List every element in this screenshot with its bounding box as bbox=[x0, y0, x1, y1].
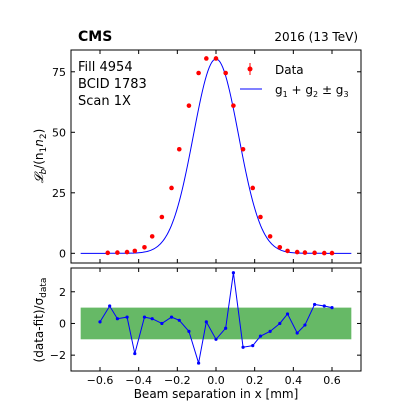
x-tick-label: −0.2 bbox=[164, 374, 191, 387]
residual-point bbox=[204, 320, 208, 324]
legend-data-marker bbox=[247, 66, 253, 72]
residual-point bbox=[177, 318, 181, 322]
residual-point bbox=[150, 317, 154, 321]
residual-point bbox=[197, 361, 201, 365]
data-point bbox=[285, 248, 290, 254]
legend-data-label: Data bbox=[275, 63, 304, 77]
residual-point bbox=[142, 315, 147, 319]
x-tick-label: 0.6 bbox=[323, 374, 341, 387]
main-plot-panel: 0 25 50 75 Fill 4954 BCID 1783 Scan 1X Data… bbox=[32, 49, 362, 264]
residual-point bbox=[268, 329, 272, 333]
scan-label: Scan 1X bbox=[78, 94, 131, 109]
residual-point bbox=[231, 271, 235, 275]
residual-point bbox=[330, 306, 334, 310]
legend: Data g1 + g2 ± g3 bbox=[240, 63, 349, 99]
residual-point bbox=[169, 315, 174, 319]
residual-plot-panel: −2 0 2 −0.6 −0.4 −0.2 0.0 0.2 0.4 0.6 (data-fit)… bbox=[32, 267, 362, 401]
residual-point bbox=[214, 337, 218, 341]
residual-point bbox=[115, 317, 119, 321]
fill-label: Fill 4954 bbox=[78, 60, 133, 75]
x-tick-label: 0.0 bbox=[207, 374, 225, 387]
data-point bbox=[124, 249, 130, 255]
x-tick-label: −0.4 bbox=[125, 374, 152, 387]
residual-point bbox=[313, 302, 317, 307]
residual-point bbox=[98, 320, 102, 324]
data-point bbox=[231, 103, 236, 108]
residual-point bbox=[160, 321, 164, 326]
y-tick-label: 25 bbox=[52, 187, 66, 200]
y-tick-label: 75 bbox=[52, 66, 66, 79]
x-tick-label: −0.6 bbox=[87, 374, 114, 387]
y-tick-label: 0 bbox=[59, 247, 66, 260]
residual-point bbox=[278, 321, 282, 326]
residual-point bbox=[251, 344, 255, 348]
data-point bbox=[176, 146, 182, 152]
residual-point bbox=[241, 345, 245, 349]
main-y-ticks: 0 25 50 75 bbox=[52, 66, 361, 260]
residual-plot-area bbox=[80, 271, 352, 365]
main-plot-area bbox=[80, 56, 352, 256]
residual-point bbox=[108, 304, 112, 308]
data-point bbox=[186, 103, 192, 108]
data-point bbox=[169, 185, 174, 191]
residual-point bbox=[133, 351, 137, 356]
residual-y-ticks: −2 0 2 bbox=[50, 286, 361, 362]
data-point bbox=[142, 244, 147, 250]
data-point bbox=[204, 56, 209, 61]
data-point bbox=[240, 146, 246, 152]
main-y-axis-label: 𝓛b/(n1n2) bbox=[32, 129, 49, 184]
residual-point bbox=[285, 312, 290, 316]
residual-x-ticks: −0.6 −0.4 −0.2 0.0 0.2 0.4 0.6 bbox=[87, 268, 341, 387]
data-point bbox=[267, 234, 273, 239]
data-point bbox=[277, 244, 283, 250]
data-point bbox=[223, 70, 228, 76]
data-point bbox=[105, 250, 111, 256]
data-point bbox=[250, 185, 256, 191]
y-tick-label: 50 bbox=[52, 126, 66, 139]
data-point bbox=[321, 250, 327, 256]
data-point bbox=[159, 214, 165, 220]
data-point bbox=[329, 250, 335, 256]
data-point bbox=[213, 56, 219, 61]
data-point bbox=[302, 250, 308, 255]
data-point bbox=[312, 250, 317, 256]
x-tick-label: 0.4 bbox=[285, 374, 303, 387]
residual-y-axis-label: (data-fit)/σdata bbox=[32, 278, 49, 363]
legend-fit-label: g1 + g2 ± g3 bbox=[275, 83, 349, 99]
x-tick-label: 0.2 bbox=[246, 374, 264, 387]
experiment-label: CMS bbox=[78, 29, 112, 45]
residual-y-tick-label: 0 bbox=[59, 317, 66, 330]
data-point bbox=[149, 234, 155, 239]
residual-point bbox=[224, 326, 228, 330]
residual-point bbox=[187, 329, 191, 333]
data-point bbox=[294, 249, 300, 255]
run-info-label: 2016 (13 TeV) bbox=[274, 30, 358, 44]
bcid-label: BCID 1783 bbox=[78, 77, 147, 92]
data-point bbox=[196, 70, 201, 76]
residual-point bbox=[303, 323, 307, 327]
residual-point bbox=[258, 334, 263, 338]
data-point bbox=[115, 250, 120, 255]
data-point bbox=[258, 214, 263, 220]
residual-y-tick-label: 2 bbox=[59, 286, 66, 299]
residual-point bbox=[125, 315, 129, 319]
data-point bbox=[132, 248, 138, 254]
residual-point bbox=[295, 331, 299, 335]
x-axis-label: Beam separation in x [mm] bbox=[134, 387, 299, 401]
residual-y-tick-label: −2 bbox=[50, 349, 66, 362]
residual-point bbox=[322, 304, 326, 308]
main-x-ticks bbox=[99, 50, 333, 263]
